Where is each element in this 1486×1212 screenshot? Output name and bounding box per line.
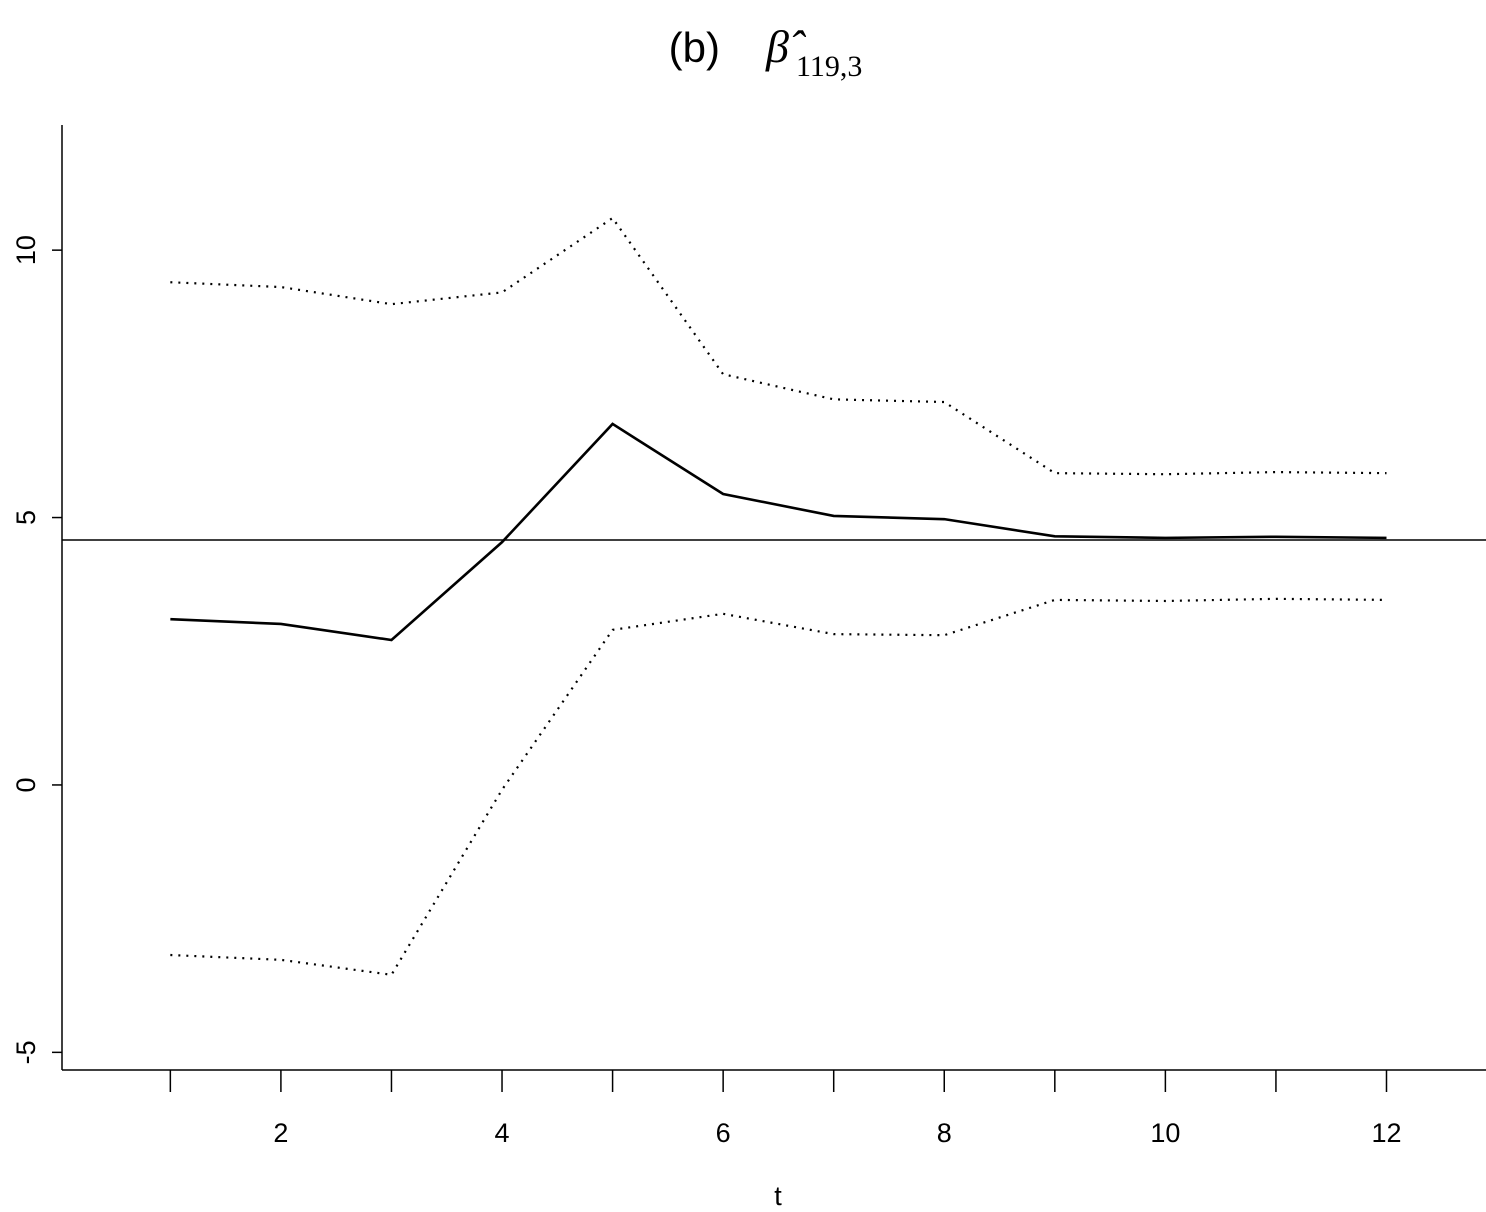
series-line: [170, 216, 1387, 476]
x-tick-label: 8: [937, 1118, 952, 1148]
series-line: [170, 597, 1387, 976]
x-axis-label: t: [774, 1181, 782, 1211]
y-tick-label: -5: [11, 1040, 41, 1064]
x-tick-label: 4: [495, 1118, 510, 1148]
x-tick-label: 2: [273, 1118, 288, 1148]
x-tick-label: 12: [1371, 1118, 1401, 1148]
x-tick-label: 10: [1150, 1118, 1180, 1148]
y-tick-label: 5: [11, 510, 41, 525]
series-line: [170, 422, 1387, 642]
x-tick-label: 6: [716, 1118, 731, 1148]
y-tick-label: 10: [11, 235, 41, 265]
y-tick-label: 0: [11, 777, 41, 792]
chart-title: (b): [669, 24, 720, 71]
title-subscript: 119,3: [796, 50, 862, 83]
